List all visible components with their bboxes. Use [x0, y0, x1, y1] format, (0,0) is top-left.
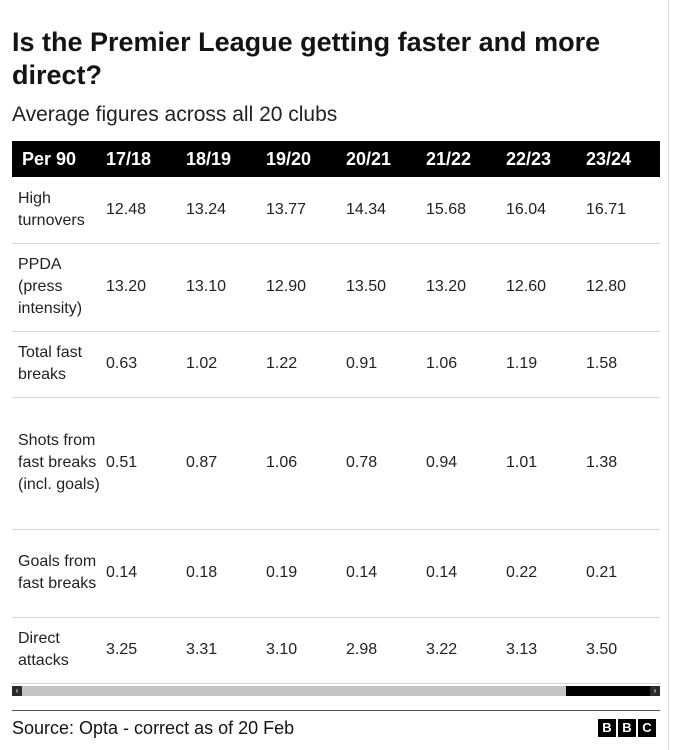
- value-cell: 16.04: [506, 177, 586, 244]
- bbc-logo-letter: B: [598, 719, 616, 737]
- value-cell: 2.98: [346, 617, 426, 684]
- value-cell: 3.25: [106, 617, 186, 684]
- value-cell: 0.91: [346, 331, 426, 398]
- value-cell: 0.19: [266, 529, 346, 618]
- row-label: Direct attacks: [12, 617, 106, 684]
- value-cell: 1.06: [426, 331, 506, 398]
- header-cell-season: 19/20: [266, 141, 346, 177]
- table-row: PPDA (press intensity) 13.20 13.10 12.90 13.…: [12, 243, 660, 332]
- value-cell: 12.90: [266, 243, 346, 332]
- value-cell: 0.14: [346, 529, 426, 618]
- value-cell: 0.18: [186, 529, 266, 618]
- table-row: Direct attacks 3.25 3.31 3.10 2.98 3.22 3.13 3.…: [12, 617, 660, 684]
- value-cell: 13.20: [106, 243, 186, 332]
- value-cell: 15.68: [426, 177, 506, 244]
- value-cell: 0.87: [186, 397, 266, 530]
- value-cell: 1.58: [586, 331, 660, 398]
- value-cell: 12.60: [506, 243, 586, 332]
- value-cell: 1.01: [506, 397, 586, 530]
- header-cell-season: 21/22: [426, 141, 506, 177]
- value-cell: 3.50: [586, 617, 660, 684]
- value-cell: 12.48: [106, 177, 186, 244]
- value-cell: 3.13: [506, 617, 586, 684]
- value-cell: 0.14: [426, 529, 506, 618]
- value-cell: 0.14: [106, 529, 186, 618]
- horizontal-scrollbar[interactable]: ‹ ›: [12, 686, 660, 696]
- stats-table: Per 90 17/18 18/19 19/20 20/21 21/22 22/…: [12, 141, 660, 684]
- row-label: Total fast breaks: [12, 331, 106, 398]
- value-cell: 0.21: [586, 529, 660, 618]
- value-cell: 13.77: [266, 177, 346, 244]
- value-cell: 0.22: [506, 529, 586, 618]
- row-label: Shots from fast breaks (incl. goals): [12, 397, 106, 530]
- value-cell: 14.34: [346, 177, 426, 244]
- row-label: PPDA (press intensity): [12, 243, 106, 332]
- table-row: Total fast breaks 0.63 1.02 1.22 0.91 1.06 1.1…: [12, 331, 660, 398]
- value-cell: 1.06: [266, 397, 346, 530]
- value-cell: 3.10: [266, 617, 346, 684]
- header-cell-season: 22/23: [506, 141, 586, 177]
- value-cell: 1.02: [186, 331, 266, 398]
- scrollbar-thumb[interactable]: [566, 686, 650, 696]
- bbc-logo-letter: C: [638, 719, 656, 737]
- value-cell: 0.51: [106, 397, 186, 530]
- chart-subtitle: Average figures across all 20 clubs: [12, 103, 338, 126]
- value-cell: 16.71: [586, 177, 660, 244]
- table-row: Goals from fast breaks 0.14 0.18 0.19 0.14 0.…: [12, 529, 660, 618]
- chart-title: Is the Premier League getting faster and…: [12, 27, 601, 90]
- row-label: Goals from fast breaks: [12, 529, 106, 618]
- value-cell: 13.24: [186, 177, 266, 244]
- value-cell: 0.94: [426, 397, 506, 530]
- value-cell: 0.78: [346, 397, 426, 530]
- row-label: High turnovers: [12, 177, 106, 244]
- table-row: Shots from fast breaks (incl. goals) 0.51…: [12, 397, 660, 530]
- header-cell-season: 23/24: [586, 141, 660, 177]
- value-cell: 13.50: [346, 243, 426, 332]
- header-cell-season: 18/19: [186, 141, 266, 177]
- value-cell: 0.63: [106, 331, 186, 398]
- value-cell: 1.38: [586, 397, 660, 530]
- value-cell: 12.80: [586, 243, 660, 332]
- value-cell: 1.22: [266, 331, 346, 398]
- scroll-right-arrow-icon[interactable]: ›: [650, 686, 660, 696]
- right-border: [668, 0, 669, 750]
- bbc-logo-letter: B: [618, 719, 636, 737]
- scroll-left-arrow-icon[interactable]: ‹: [12, 686, 22, 696]
- value-cell: 1.19: [506, 331, 586, 398]
- value-cell: 13.20: [426, 243, 506, 332]
- value-cell: 3.31: [186, 617, 266, 684]
- header-cell-season: 17/18: [106, 141, 186, 177]
- table-container[interactable]: Per 90 17/18 18/19 19/20 20/21 21/22 22/…: [12, 141, 660, 686]
- source-note: Source: Opta - correct as of 20 Feb: [12, 718, 295, 738]
- header-cell-season: 20/21: [346, 141, 426, 177]
- value-cell: 3.22: [426, 617, 506, 684]
- header-cell-per-90: Per 90: [12, 141, 106, 177]
- table-row: High turnovers 12.48 13.24 13.77 14.34 15.68 1…: [12, 177, 660, 244]
- table-header-row: Per 90 17/18 18/19 19/20 20/21 21/22 22/…: [12, 141, 660, 177]
- value-cell: 13.10: [186, 243, 266, 332]
- bbc-logo: B B C: [598, 719, 656, 737]
- footer-divider: [12, 710, 660, 711]
